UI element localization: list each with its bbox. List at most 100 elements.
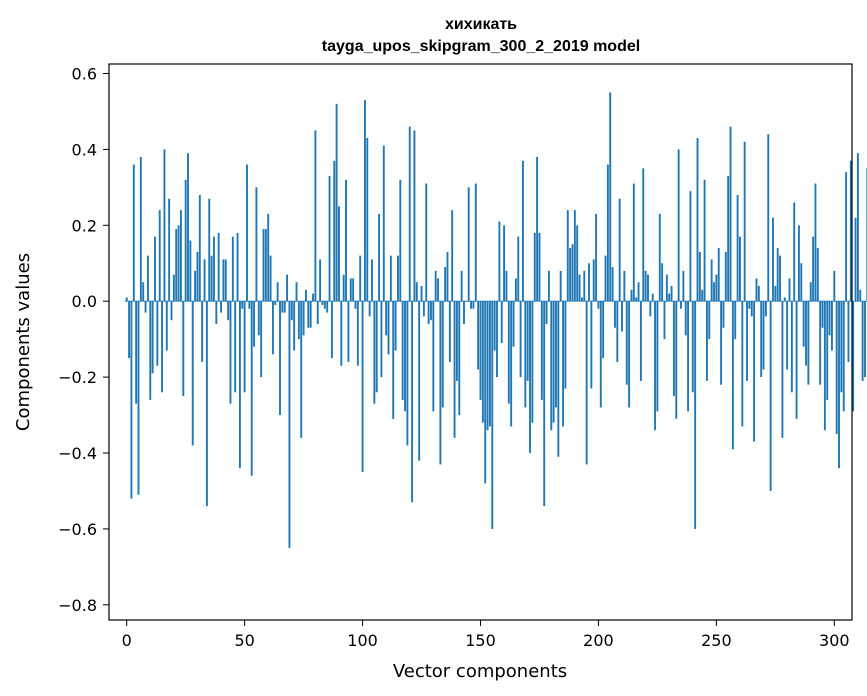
bar [783, 297, 786, 302]
bar [637, 282, 640, 302]
bar [246, 164, 248, 302]
bar [323, 301, 326, 309]
bar [404, 301, 406, 412]
bar [814, 183, 817, 302]
bar [722, 301, 725, 328]
bar [512, 301, 515, 347]
bar [418, 301, 421, 461]
bar [394, 301, 397, 351]
bar [366, 138, 369, 302]
y-tick-label: −0.2 [58, 368, 97, 387]
bar [630, 289, 633, 302]
bar [262, 229, 265, 302]
bar [191, 301, 194, 446]
bar [335, 103, 338, 302]
bar [375, 301, 378, 393]
x-axis-label: Vector components [393, 661, 567, 682]
bar [625, 301, 628, 385]
bar [448, 301, 451, 362]
bar [397, 255, 399, 302]
bar [250, 301, 253, 476]
bar [717, 248, 720, 302]
bar [314, 130, 317, 302]
bar [267, 213, 270, 302]
bar [540, 301, 543, 400]
bar [135, 301, 138, 404]
bar [767, 134, 770, 302]
bar [578, 274, 581, 302]
bar [488, 301, 491, 427]
bar [696, 138, 699, 302]
bar [321, 301, 324, 305]
bar [772, 217, 774, 302]
y-axis-label: Components values [13, 253, 34, 431]
bar [415, 282, 418, 302]
bar [838, 301, 840, 469]
bar [180, 210, 182, 302]
bar [241, 301, 244, 309]
bar [580, 297, 583, 302]
bar [486, 301, 489, 431]
bar [826, 301, 829, 400]
bar [493, 301, 496, 351]
bar [559, 270, 562, 302]
bar [774, 286, 777, 302]
bar [354, 301, 357, 309]
bar [845, 172, 848, 302]
y-tick-label: 0.2 [72, 216, 97, 235]
bar [130, 301, 133, 499]
bar [760, 301, 763, 378]
bar [290, 301, 293, 321]
bar [422, 301, 425, 317]
bar [451, 210, 454, 302]
bar [154, 236, 156, 302]
bar [852, 301, 855, 412]
bar [533, 232, 536, 302]
bar [217, 232, 220, 302]
bar [231, 236, 234, 302]
bar [401, 301, 404, 400]
bar [595, 213, 598, 302]
bar [286, 274, 289, 302]
bar [491, 301, 494, 529]
bar [425, 183, 428, 302]
bar [260, 301, 263, 378]
bar [743, 141, 746, 302]
bar [694, 301, 697, 529]
bar [196, 251, 199, 302]
bar [264, 229, 267, 302]
bar [382, 145, 385, 302]
bar-series [125, 92, 867, 548]
bar [347, 301, 350, 362]
bar [333, 160, 336, 302]
bar [300, 301, 303, 438]
bar [161, 301, 164, 393]
bar [271, 301, 274, 355]
bar [831, 301, 833, 351]
bar [856, 153, 859, 302]
bar [672, 301, 675, 397]
bar [861, 301, 864, 381]
bar [302, 301, 305, 336]
bar [257, 301, 260, 336]
bar [531, 301, 534, 423]
bar [720, 301, 723, 385]
bar [689, 191, 692, 302]
bar [750, 301, 753, 317]
bar [371, 259, 373, 302]
bar [614, 301, 616, 328]
bar [283, 301, 286, 313]
bar [739, 236, 741, 302]
bar [307, 301, 310, 328]
bar [592, 259, 595, 302]
bar [500, 301, 503, 343]
bar [453, 301, 456, 438]
bar [566, 210, 569, 302]
bar [470, 301, 473, 309]
bar [316, 301, 319, 324]
chart-title: хихикать [445, 16, 517, 33]
bar [781, 301, 784, 438]
x-tick-label: 0 [122, 631, 132, 650]
